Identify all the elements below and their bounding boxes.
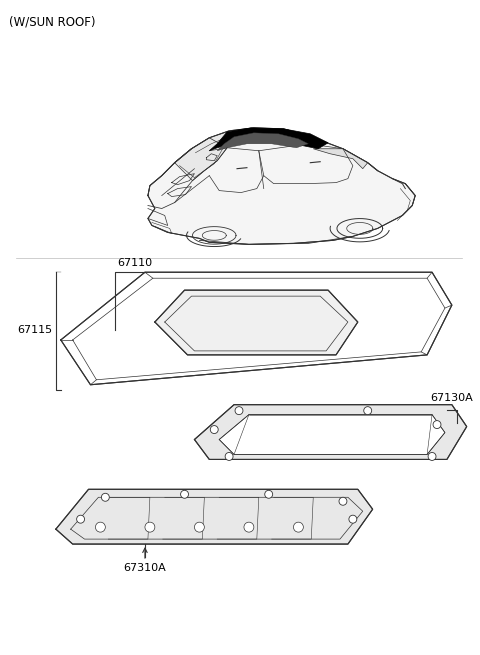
Circle shape — [349, 515, 357, 523]
Text: 67130A: 67130A — [431, 393, 473, 403]
Circle shape — [244, 522, 254, 532]
Circle shape — [433, 421, 441, 428]
Circle shape — [364, 407, 372, 415]
Circle shape — [293, 522, 303, 532]
Polygon shape — [313, 149, 368, 169]
Polygon shape — [175, 132, 227, 181]
Text: 67115: 67115 — [17, 325, 52, 335]
Polygon shape — [219, 415, 445, 455]
Circle shape — [225, 453, 233, 460]
Polygon shape — [61, 272, 452, 384]
Circle shape — [101, 493, 109, 501]
Circle shape — [235, 407, 243, 415]
Circle shape — [96, 522, 105, 532]
Polygon shape — [217, 133, 308, 151]
Circle shape — [210, 426, 218, 434]
Text: 67310A: 67310A — [123, 563, 167, 573]
Polygon shape — [194, 405, 467, 459]
Text: 67110: 67110 — [117, 258, 152, 269]
Circle shape — [145, 522, 155, 532]
Circle shape — [265, 491, 273, 498]
Circle shape — [194, 522, 204, 532]
Text: (W/SUN ROOF): (W/SUN ROOF) — [9, 15, 96, 28]
Circle shape — [428, 453, 436, 460]
Polygon shape — [56, 489, 372, 544]
Polygon shape — [148, 128, 415, 244]
Polygon shape — [155, 290, 358, 355]
Polygon shape — [209, 128, 328, 151]
Circle shape — [339, 497, 347, 505]
Circle shape — [77, 515, 84, 523]
Circle shape — [180, 491, 189, 498]
